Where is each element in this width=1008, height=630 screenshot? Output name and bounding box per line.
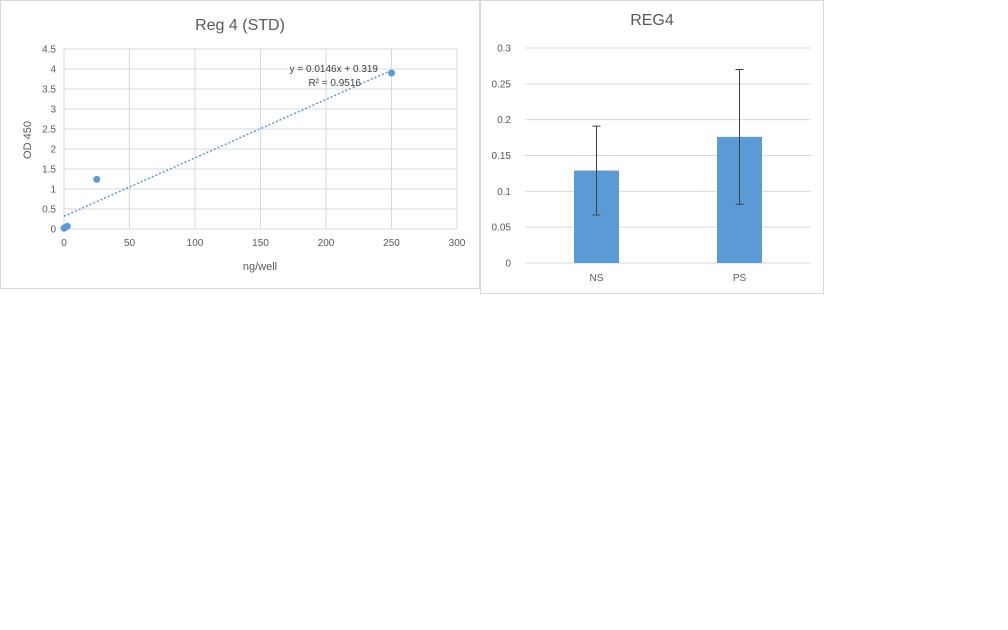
bar-chart-panel: REG4 NS PS 0 0.05 0.1 0.15 0.2 0.25 0.3 xyxy=(480,0,824,294)
data-point xyxy=(388,69,395,77)
x-tick-label: 150 xyxy=(252,238,269,249)
x-tick-label: 50 xyxy=(124,238,136,249)
x-category-label: NS xyxy=(590,273,604,284)
x-tick-label: 250 xyxy=(383,238,400,249)
y-tick-label: 1 xyxy=(50,185,56,196)
data-point xyxy=(93,175,101,183)
y-tick-label: 1.5 xyxy=(42,165,56,176)
x-tick-label: 300 xyxy=(449,238,466,249)
trendline-r-squared: R² = 0.9516 xyxy=(308,78,361,89)
bar-chart: REG4 NS PS 0 0.05 0.1 0.15 0.2 0.25 0.3 xyxy=(492,12,811,284)
y-tick-label: 0.15 xyxy=(492,151,512,162)
x-category-label: PS xyxy=(733,273,747,284)
y-tick-label: 0 xyxy=(505,259,511,270)
y-tick-label: 2 xyxy=(50,145,56,156)
y-tick-label: 0.25 xyxy=(492,79,512,90)
y-tick-label: 2.5 xyxy=(42,125,56,136)
scatter-chart-panel: Reg 4 (STD) 0 50 100 150 200 250 300 0 0.5 1 1.5 2… xyxy=(0,0,480,289)
y-tick-label: 4.5 xyxy=(42,45,56,56)
y-tick-label: 0.1 xyxy=(497,187,511,198)
y-tick-label: 4 xyxy=(50,65,56,76)
y-axis-title: OD 450 xyxy=(22,121,34,159)
data-point xyxy=(63,222,71,230)
y-tick-label: 0.3 xyxy=(497,44,511,55)
x-tick-label: 100 xyxy=(187,238,204,249)
x-tick-label: 0 xyxy=(61,238,67,249)
chart-title: Reg 4 (STD) xyxy=(195,17,285,34)
chart-title: REG4 xyxy=(630,12,674,29)
scatter-chart: Reg 4 (STD) 0 50 100 150 200 250 300 0 0.5 1 1.5 2… xyxy=(22,17,466,273)
y-tick-label: 0.5 xyxy=(42,205,56,216)
x-tick-label: 200 xyxy=(318,238,335,249)
trendline-equation: y = 0.0146x + 0.319 xyxy=(290,64,379,75)
y-tick-label: 0.05 xyxy=(492,223,512,234)
trendline xyxy=(63,69,392,217)
y-tick-label: 0.2 xyxy=(497,115,511,126)
x-axis-title: ng/well xyxy=(243,261,277,273)
y-tick-label: 3.5 xyxy=(42,85,56,96)
y-tick-label: 0 xyxy=(50,225,56,236)
y-tick-label: 3 xyxy=(50,105,56,116)
